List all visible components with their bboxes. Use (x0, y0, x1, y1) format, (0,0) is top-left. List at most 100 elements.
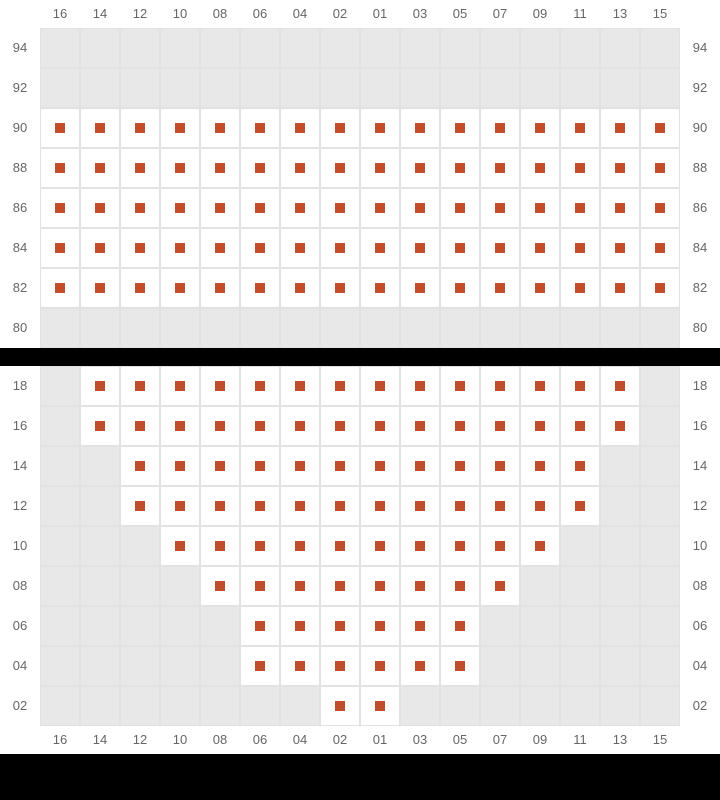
seat[interactable] (440, 646, 480, 686)
seat[interactable] (120, 228, 160, 268)
seat[interactable] (480, 446, 520, 486)
seat[interactable] (320, 228, 360, 268)
seat[interactable] (240, 646, 280, 686)
seat[interactable] (240, 486, 280, 526)
seat[interactable] (240, 366, 280, 406)
seat[interactable] (120, 486, 160, 526)
seat[interactable] (360, 228, 400, 268)
seat[interactable] (80, 108, 120, 148)
seat[interactable] (320, 366, 360, 406)
seat[interactable] (560, 108, 600, 148)
seat[interactable] (480, 486, 520, 526)
seat[interactable] (560, 268, 600, 308)
seat[interactable] (360, 566, 400, 606)
seat[interactable] (440, 366, 480, 406)
seat[interactable] (440, 406, 480, 446)
seat[interactable] (320, 526, 360, 566)
seat[interactable] (600, 148, 640, 188)
seat[interactable] (560, 486, 600, 526)
seat[interactable] (440, 148, 480, 188)
seat[interactable] (560, 406, 600, 446)
seat[interactable] (320, 606, 360, 646)
seat[interactable] (80, 366, 120, 406)
seat[interactable] (440, 526, 480, 566)
seat[interactable] (40, 188, 80, 228)
seat[interactable] (520, 188, 560, 228)
seat[interactable] (320, 686, 360, 726)
seat[interactable] (120, 108, 160, 148)
seat[interactable] (320, 486, 360, 526)
seat[interactable] (160, 406, 200, 446)
seat[interactable] (520, 268, 560, 308)
seat[interactable] (480, 566, 520, 606)
seat[interactable] (280, 188, 320, 228)
seat[interactable] (360, 188, 400, 228)
seat[interactable] (200, 268, 240, 308)
seat[interactable] (320, 646, 360, 686)
seat[interactable] (480, 406, 520, 446)
seat[interactable] (400, 566, 440, 606)
seat[interactable] (40, 148, 80, 188)
seat[interactable] (280, 526, 320, 566)
seat[interactable] (520, 526, 560, 566)
seat[interactable] (160, 366, 200, 406)
seat[interactable] (520, 148, 560, 188)
seat[interactable] (240, 228, 280, 268)
seat[interactable] (280, 148, 320, 188)
seat[interactable] (160, 148, 200, 188)
seat[interactable] (320, 188, 360, 228)
seat[interactable] (240, 446, 280, 486)
seat[interactable] (200, 566, 240, 606)
seat[interactable] (200, 366, 240, 406)
seat[interactable] (120, 446, 160, 486)
seat[interactable] (40, 228, 80, 268)
seat[interactable] (440, 108, 480, 148)
seat[interactable] (600, 406, 640, 446)
seat[interactable] (360, 646, 400, 686)
seat[interactable] (280, 406, 320, 446)
seat[interactable] (80, 268, 120, 308)
seat[interactable] (120, 268, 160, 308)
seat[interactable] (240, 108, 280, 148)
seat[interactable] (200, 446, 240, 486)
seat[interactable] (160, 268, 200, 308)
seat[interactable] (600, 366, 640, 406)
seat[interactable] (440, 486, 480, 526)
seat[interactable] (360, 148, 400, 188)
seat[interactable] (400, 446, 440, 486)
seat[interactable] (520, 366, 560, 406)
seat[interactable] (440, 446, 480, 486)
seat[interactable] (480, 108, 520, 148)
seat[interactable] (400, 188, 440, 228)
seat[interactable] (360, 268, 400, 308)
seat[interactable] (360, 366, 400, 406)
seat[interactable] (80, 188, 120, 228)
seat[interactable] (80, 148, 120, 188)
seat[interactable] (400, 268, 440, 308)
seat[interactable] (520, 486, 560, 526)
seat[interactable] (160, 188, 200, 228)
seat[interactable] (360, 406, 400, 446)
seat[interactable] (40, 268, 80, 308)
seat[interactable] (160, 526, 200, 566)
seat[interactable] (280, 268, 320, 308)
seat[interactable] (200, 108, 240, 148)
seat[interactable] (160, 108, 200, 148)
seat[interactable] (600, 108, 640, 148)
seat[interactable] (400, 228, 440, 268)
seat[interactable] (320, 406, 360, 446)
seat[interactable] (520, 108, 560, 148)
seat[interactable] (240, 406, 280, 446)
seat[interactable] (40, 108, 80, 148)
seat[interactable] (240, 148, 280, 188)
seat[interactable] (200, 148, 240, 188)
seat[interactable] (120, 406, 160, 446)
seat[interactable] (400, 406, 440, 446)
seat[interactable] (640, 148, 680, 188)
seat[interactable] (280, 606, 320, 646)
seat[interactable] (280, 646, 320, 686)
seat[interactable] (520, 228, 560, 268)
seat[interactable] (640, 268, 680, 308)
seat[interactable] (480, 188, 520, 228)
seat[interactable] (560, 188, 600, 228)
